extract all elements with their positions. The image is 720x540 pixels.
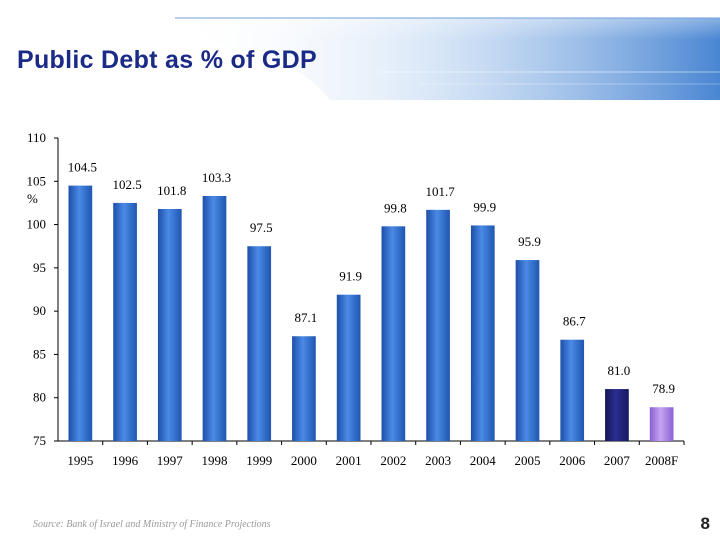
data-label-2001: 91.9 xyxy=(339,269,362,284)
y-tick-label: 85 xyxy=(33,346,46,361)
data-label-1996: 102.5 xyxy=(112,177,141,192)
data-label-1997: 101.8 xyxy=(157,183,186,198)
y-tick-label: 75 xyxy=(33,433,46,448)
data-label-2008F: 78.9 xyxy=(652,381,675,396)
bar-2002 xyxy=(382,226,406,441)
y-unit-label: % xyxy=(27,191,38,206)
data-label-2003: 101.7 xyxy=(425,184,455,199)
x-tick-label-1999: 1999 xyxy=(246,453,272,468)
x-tick-label-2000: 2000 xyxy=(291,453,317,468)
x-tick-label-2008F: 2008F xyxy=(645,453,678,468)
bar-2001 xyxy=(337,295,361,441)
x-tick-label-1995: 1995 xyxy=(67,453,93,468)
data-label-1998: 103.3 xyxy=(202,170,231,185)
bar-2007 xyxy=(605,389,629,441)
y-tick-label: 100 xyxy=(27,217,47,232)
x-tick-label-1998: 1998 xyxy=(202,453,228,468)
bar-2005 xyxy=(516,260,540,441)
data-label-2000: 87.1 xyxy=(295,310,318,325)
data-label-1995: 104.5 xyxy=(68,160,97,175)
bar-2006 xyxy=(560,340,584,441)
data-label-2007: 81.0 xyxy=(608,363,631,378)
bar-1999 xyxy=(247,246,271,441)
bar-1998 xyxy=(203,196,227,441)
bar-2003 xyxy=(426,210,450,441)
x-tick-label-2001: 2001 xyxy=(336,453,362,468)
bar-2004 xyxy=(471,225,495,441)
x-tick-label-2005: 2005 xyxy=(515,453,541,468)
y-tick-label: 110 xyxy=(27,130,46,145)
data-label-2006: 86.7 xyxy=(563,314,586,329)
x-tick-label-2007: 2007 xyxy=(604,453,631,468)
data-label-2002: 99.8 xyxy=(384,200,407,215)
bar-1995 xyxy=(69,186,93,441)
x-tick-label-2002: 2002 xyxy=(380,453,406,468)
bar-2000 xyxy=(292,336,316,441)
bar-1997 xyxy=(158,209,182,441)
x-tick-label-2003: 2003 xyxy=(425,453,451,468)
source-note: Source: Bank of Israel and Ministry of F… xyxy=(33,519,271,530)
data-label-2004: 99.9 xyxy=(473,199,496,214)
page-number: 8 xyxy=(701,514,710,534)
x-tick-label-2006: 2006 xyxy=(559,453,586,468)
data-label-2005: 95.9 xyxy=(518,234,541,249)
x-tick-label-1996: 1996 xyxy=(112,453,139,468)
y-tick-label: 95 xyxy=(33,260,46,275)
y-tick-label: 80 xyxy=(33,390,46,405)
data-label-1999: 97.5 xyxy=(250,220,273,235)
x-tick-label-1997: 1997 xyxy=(157,453,184,468)
bar-1996 xyxy=(113,203,137,441)
y-tick-label: 105 xyxy=(27,173,47,188)
y-tick-label: 90 xyxy=(33,303,46,318)
bar-2008F xyxy=(650,407,674,441)
x-tick-label-2004: 2004 xyxy=(470,453,497,468)
